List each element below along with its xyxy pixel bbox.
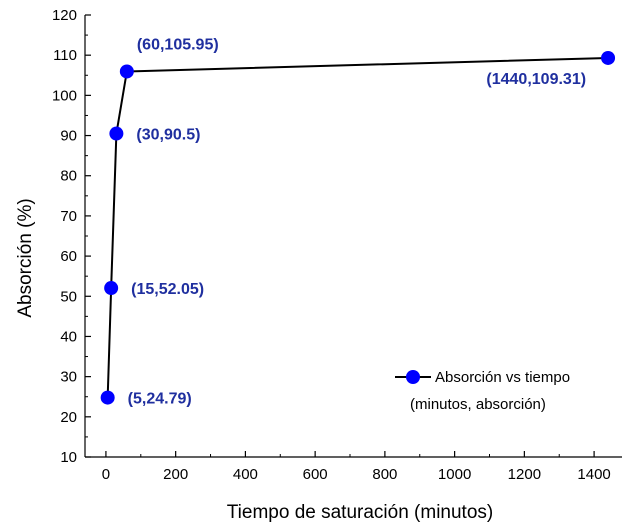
y-tick-label: 60 [60,248,77,265]
y-tick-label: 70 [60,208,77,225]
legend-marker [406,370,420,384]
series-line [106,56,609,398]
series [100,50,616,405]
data-point [119,64,134,79]
point-labels: (5,24.79) (15,52.05) (30,90.5) (60,105.95) (… [128,36,586,407]
legend-label: Absorción vs tiempo [435,369,570,386]
data-label: (1440,109.31) [486,71,586,88]
y-tick-label: 110 [53,47,77,64]
y-tick-label: 50 [60,288,77,305]
data-point [100,390,115,405]
y-tick-label: 30 [60,369,77,386]
x-tick-label: 600 [303,466,328,483]
x-tick-label: 0 [102,466,110,483]
data-point [109,126,124,141]
data-label: (30,90.5) [136,127,200,144]
y-tick-label: 20 [60,409,77,426]
x-tick-label: 1000 [438,466,471,483]
x-tick-label: 800 [372,466,397,483]
data-label: (5,24.79) [128,391,192,408]
x-tick-label: 1400 [577,466,610,483]
data-point [104,281,119,296]
y-tick-label: 40 [60,328,77,345]
x-tick-label: 400 [233,466,258,483]
y-tick-label: 80 [60,168,77,185]
y-tick-label: 120 [52,7,77,24]
x-tick-label: 200 [163,466,188,483]
x-tick-label: 1200 [508,466,541,483]
legend: Absorción vs tiempo (minutos, absorción) [395,369,570,413]
legend-subtitle: (minutos, absorción) [410,396,546,413]
y-tick-label: 90 [60,128,77,145]
y-tick-label: 100 [52,87,77,104]
data-point [601,50,616,65]
y-tick-label: 10 [60,449,77,466]
x-axis-title: Tiempo de saturación (minutos) [227,502,493,523]
data-label: (60,105.95) [137,36,219,53]
y-axis-title: Absorción (%) [15,198,36,317]
data-label: (15,52.05) [131,281,204,298]
